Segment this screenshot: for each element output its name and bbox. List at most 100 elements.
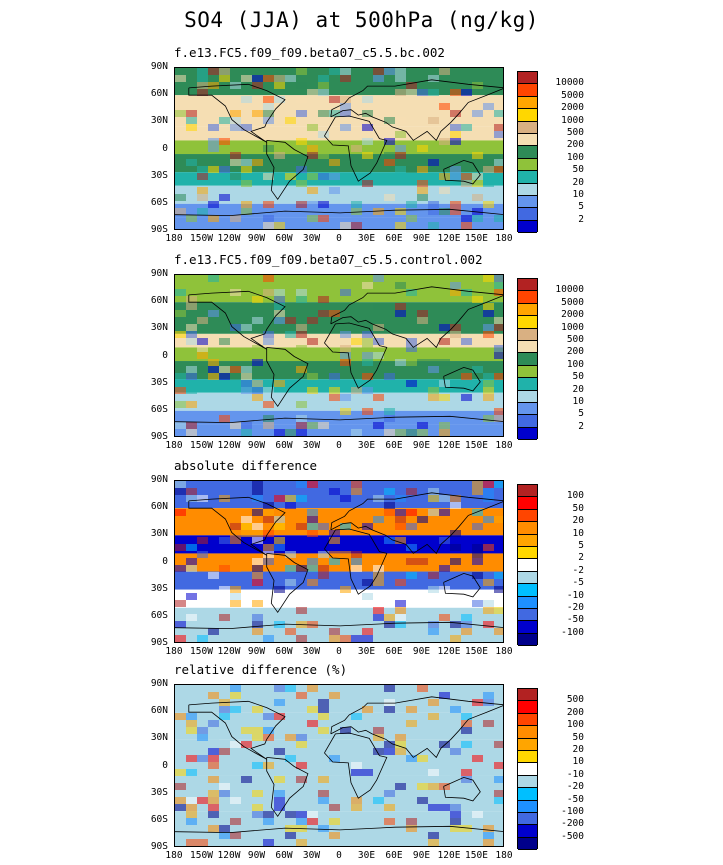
field-cell: [252, 523, 263, 530]
field-cell: [362, 387, 373, 394]
field-cell: [296, 96, 307, 103]
field-cell: [285, 222, 296, 229]
field-cell: [461, 713, 472, 720]
field-cell: [395, 600, 406, 607]
field-cell: [417, 422, 428, 429]
field-cell: [219, 783, 230, 790]
field-cell: [318, 565, 329, 572]
field-cell: [384, 614, 395, 621]
colorbar-swatch: [518, 340, 537, 354]
field-cell: [296, 331, 307, 338]
field-cell: [296, 818, 307, 825]
field-cell: [450, 495, 461, 502]
field-cell: [483, 310, 494, 317]
colorbar-swatch: [518, 96, 537, 110]
lat-tick-label: 90N: [150, 268, 168, 279]
colorbar-swatch: [518, 316, 537, 329]
lat-tick-label: 30S: [150, 786, 168, 798]
field-cell: [329, 96, 340, 103]
field-cell: [494, 282, 503, 289]
colorbar-swatch: [518, 750, 537, 764]
coastline: [443, 366, 481, 392]
field-cell: [373, 208, 384, 215]
field-cell: [186, 755, 197, 762]
field-cell: [384, 82, 395, 89]
field-cell: [175, 621, 186, 628]
field-cell: [296, 201, 307, 208]
field-cell: [263, 530, 274, 537]
map-svg: [175, 275, 503, 437]
field-cell: [318, 110, 329, 117]
colorbar-label: 1000: [561, 114, 584, 126]
field-cell: [494, 516, 503, 523]
colorbar-label: 500: [566, 694, 584, 706]
colorbar-label: -10: [566, 589, 584, 601]
field-cell: [208, 275, 219, 282]
field-cell: [428, 713, 439, 720]
coastline: [324, 115, 388, 182]
field-cell: [362, 338, 373, 345]
field-cell: [197, 89, 208, 96]
field-cell: [208, 762, 219, 769]
field-cell: [318, 82, 329, 89]
field-cell: [329, 373, 340, 380]
field-cell: [186, 331, 197, 338]
field-cell: [296, 110, 307, 117]
field-cell: [494, 741, 503, 748]
field-cell: [219, 68, 230, 75]
field-cell: [351, 776, 362, 783]
field-cell: [186, 303, 197, 310]
field-cell: [186, 727, 197, 734]
field-cell: [186, 614, 197, 621]
field-cell: [461, 776, 472, 783]
colorbar-swatch: [518, 522, 537, 535]
field-cell: [186, 565, 197, 572]
field-cell: [329, 818, 340, 825]
field-cell: [406, 706, 417, 713]
field-cell: [450, 289, 461, 296]
field-cell: [483, 488, 494, 495]
field-cell: [307, 811, 318, 818]
colorbar-label: -50: [566, 614, 584, 626]
field-cell: [175, 797, 186, 804]
field-cell: [197, 173, 208, 180]
field-cell: [351, 769, 362, 776]
field-cell: [450, 804, 461, 811]
lon-tick-label: 180: [495, 646, 513, 657]
field-cell: [230, 215, 241, 222]
field-cell: [340, 495, 351, 502]
field-cell: [208, 811, 219, 818]
field-cell: [186, 324, 197, 331]
field-cell: [252, 579, 263, 586]
field-cell: [351, 436, 362, 437]
field-cell: [362, 96, 373, 103]
field-cell: [329, 68, 340, 75]
field-cell: [219, 825, 230, 832]
lon-tick-label: 90W: [247, 440, 266, 451]
field-cell: [208, 229, 219, 230]
colorbar-swatch: [518, 763, 537, 776]
field-cell: [241, 366, 252, 373]
field-cell: [252, 558, 263, 565]
field-cell: [439, 422, 450, 429]
field-cell: [274, 75, 285, 82]
colorbar-label: 200: [566, 706, 584, 718]
field-cell: [186, 593, 197, 600]
field-cell: [340, 222, 351, 229]
colorbar-label: 20: [572, 383, 584, 395]
field-cell: [274, 222, 285, 229]
field-cell: [395, 75, 406, 82]
field-cell: [274, 685, 285, 692]
field-cell: [351, 551, 362, 558]
field-cell: [483, 166, 494, 173]
field-cell: [395, 614, 406, 621]
lon-tick-label: 30E: [357, 233, 376, 244]
field-cell: [307, 516, 318, 523]
colorbar-swatch: [518, 559, 537, 572]
field-cell: [373, 338, 384, 345]
field-cell: [318, 706, 329, 713]
field-cell: [373, 769, 384, 776]
field-cell: [450, 201, 461, 208]
colorbar-swatch: [518, 279, 537, 292]
field-cell: [219, 415, 230, 422]
